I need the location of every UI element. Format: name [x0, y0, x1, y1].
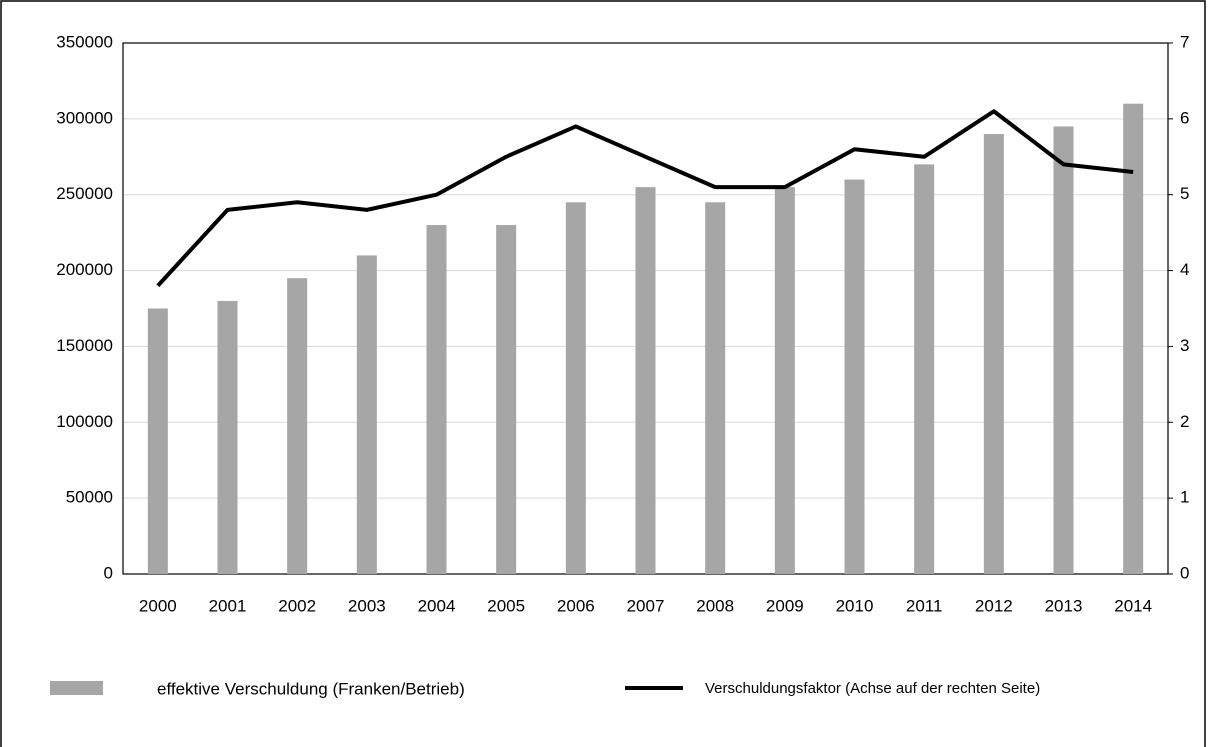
y2-tick-label: 6	[1180, 108, 1189, 127]
x-tick-label: 2009	[766, 596, 804, 615]
bar	[147, 308, 168, 574]
bar	[496, 225, 517, 575]
x-tick-label: 2001	[209, 596, 247, 615]
legend-label: effektive Verschuldung (Franken/Betrieb)	[157, 679, 465, 698]
bar	[983, 134, 1004, 574]
bar	[1053, 126, 1074, 574]
x-tick-label: 2004	[418, 596, 456, 615]
y2-tick-label: 1	[1180, 488, 1189, 507]
y-tick-label: 150000	[56, 336, 113, 355]
y-tick-label: 0	[104, 563, 113, 582]
x-tick-label: 2007	[627, 596, 665, 615]
y2-tick-label: 5	[1180, 184, 1189, 203]
x-tick-label: 2012	[975, 596, 1013, 615]
bar	[565, 202, 586, 575]
y2-tick-label: 3	[1180, 336, 1189, 355]
bar	[705, 202, 726, 575]
bar	[914, 164, 935, 574]
bar	[774, 187, 795, 574]
legend-label: Verschuldungsfaktor (Achse auf der recht…	[705, 680, 1040, 697]
y-tick-label: 300000	[56, 108, 113, 127]
y-tick-label: 250000	[56, 184, 113, 203]
bar	[287, 278, 308, 574]
bar	[217, 300, 238, 574]
y2-tick-label: 4	[1180, 260, 1189, 279]
line	[156, 109, 1134, 288]
bar	[844, 179, 865, 575]
legend-swatch	[50, 681, 103, 695]
x-tick-label: 2014	[1114, 596, 1152, 615]
x-tick-label: 2011	[906, 596, 943, 615]
x-tick-label: 2002	[278, 596, 316, 615]
y2-tick-label: 2	[1180, 412, 1189, 431]
x-tick-label: 2008	[696, 596, 734, 615]
x-tick-label: 2010	[836, 596, 874, 615]
y-tick-label: 50000	[66, 488, 113, 507]
x-tick-label: 2013	[1045, 596, 1083, 615]
bar	[356, 255, 377, 574]
bar	[635, 187, 656, 574]
x-tick-label: 2000	[139, 596, 177, 615]
y-tick-label: 200000	[56, 260, 113, 279]
y2-tick-label: 7	[1180, 32, 1189, 51]
x-tick-label: 2003	[348, 596, 386, 615]
x-tick-label: 2006	[557, 596, 595, 615]
bar	[1123, 103, 1144, 574]
y-tick-label: 100000	[56, 412, 113, 431]
y-tick-label: 350000	[56, 32, 113, 51]
bar	[426, 225, 447, 575]
y2-tick-label: 0	[1180, 563, 1189, 582]
x-tick-label: 2005	[487, 596, 525, 615]
